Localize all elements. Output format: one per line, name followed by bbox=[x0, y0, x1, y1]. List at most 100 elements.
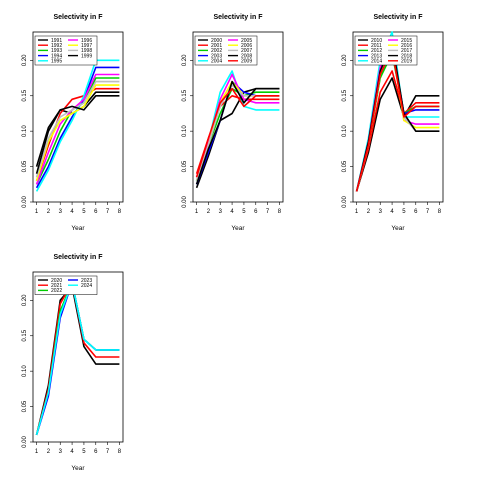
legend-label: 2022 bbox=[51, 288, 62, 294]
y-tick-label: 0.15 bbox=[182, 89, 188, 101]
series-line bbox=[35, 73, 120, 185]
y-tick-label: 0.20 bbox=[182, 54, 188, 66]
legend-label: 1991 bbox=[51, 38, 62, 44]
y-tick-label: 0.10 bbox=[22, 125, 28, 137]
chart-panel: Selectivity in F 1 2 3 4 5 6 7 8 Year 0.00 0.05 0.10… bbox=[22, 14, 124, 232]
y-tick-label: 0.20 bbox=[342, 54, 348, 66]
legend-label: 2010 bbox=[371, 38, 382, 44]
y-tick-label: 0.00 bbox=[22, 436, 28, 448]
series-line bbox=[355, 48, 440, 192]
x-tick-label: 4 bbox=[70, 449, 74, 455]
legend-label: 2018 bbox=[401, 53, 412, 59]
legend-label: 1992 bbox=[51, 43, 62, 49]
x-tick-label: 1 bbox=[355, 209, 359, 215]
series-line bbox=[355, 45, 440, 192]
plot-frame bbox=[32, 271, 124, 443]
legend-label: 2021 bbox=[51, 283, 62, 289]
chart-title: Selectivity in F bbox=[213, 14, 263, 21]
x-tick-label: 7 bbox=[106, 209, 110, 215]
chart-title: Selectivity in F bbox=[53, 254, 103, 261]
y-tick-label: 0.15 bbox=[22, 329, 28, 341]
chart-title: Selectivity in F bbox=[53, 14, 103, 21]
x-axis-label: Year bbox=[391, 225, 405, 232]
y-tick-label: 0.05 bbox=[22, 400, 28, 412]
series-line bbox=[35, 84, 120, 182]
x-tick-label: 6 bbox=[94, 449, 98, 455]
x-tick-label: 1 bbox=[35, 449, 39, 455]
x-tick-label: 3 bbox=[59, 209, 63, 215]
x-tick-label: 6 bbox=[414, 209, 418, 215]
legend-label: 2001 bbox=[211, 43, 222, 49]
legend-label: 2014 bbox=[371, 59, 382, 65]
x-axis-label: Year bbox=[71, 225, 85, 232]
y-tick-label: 0.20 bbox=[22, 294, 28, 306]
series-line bbox=[35, 95, 120, 174]
x-tick-label: 8 bbox=[118, 209, 122, 215]
legend-label: 1993 bbox=[51, 48, 62, 54]
legend-label: 2016 bbox=[401, 43, 412, 49]
x-tick-label: 2 bbox=[207, 209, 211, 215]
legend-label: 2019 bbox=[401, 59, 412, 65]
y-tick-label: 0.10 bbox=[182, 125, 188, 137]
x-tick-label: 6 bbox=[94, 209, 98, 215]
legend-label: 2003 bbox=[211, 53, 222, 59]
series-line bbox=[355, 77, 440, 192]
legend-label: 2007 bbox=[241, 48, 252, 54]
x-tick-label: 4 bbox=[230, 209, 234, 215]
legend-label: 2008 bbox=[241, 53, 252, 59]
x-tick-label: 4 bbox=[390, 209, 394, 215]
legend-label: 1997 bbox=[81, 43, 92, 49]
series-line bbox=[355, 70, 440, 192]
legend-label: 2015 bbox=[401, 38, 412, 44]
y-tick-label: 0.10 bbox=[342, 125, 348, 137]
legend-label: 2005 bbox=[241, 38, 252, 44]
legend-label: 1995 bbox=[51, 59, 62, 65]
legend-label: 2012 bbox=[371, 48, 382, 54]
y-tick-label: 0.20 bbox=[22, 54, 28, 66]
legend-label: 2023 bbox=[81, 278, 92, 284]
y-tick-label: 0.10 bbox=[22, 365, 28, 377]
plot-frame bbox=[192, 31, 284, 203]
legend-label: 2017 bbox=[401, 48, 412, 54]
legend-label: 1996 bbox=[81, 38, 92, 44]
series-line bbox=[35, 281, 120, 436]
chart-panel: Selectivity in F 1 2 3 4 5 6 7 8 Year 0.00 0.05 0.10… bbox=[342, 14, 444, 232]
series-line bbox=[35, 281, 120, 436]
series-line bbox=[35, 80, 120, 178]
x-tick-label: 1 bbox=[35, 209, 39, 215]
x-tick-label: 3 bbox=[379, 209, 383, 215]
chart-panel: Selectivity in F 1 2 3 4 5 6 7 8 Year 0.00 0.05 0.10… bbox=[22, 254, 124, 472]
x-axis-label: Year bbox=[231, 225, 245, 232]
legend-label: 2002 bbox=[211, 48, 222, 54]
plot-frame bbox=[32, 31, 124, 203]
x-axis-label: Year bbox=[71, 465, 85, 472]
legend-label: 2000 bbox=[211, 38, 222, 44]
x-tick-label: 5 bbox=[82, 209, 86, 215]
x-tick-label: 2 bbox=[367, 209, 371, 215]
x-tick-label: 1 bbox=[195, 209, 199, 215]
x-tick-label: 2 bbox=[47, 449, 51, 455]
legend-box bbox=[34, 275, 98, 295]
series-line bbox=[35, 281, 120, 436]
x-tick-label: 5 bbox=[242, 209, 246, 215]
legend-label: 1998 bbox=[81, 48, 92, 54]
series-line bbox=[355, 45, 440, 192]
legend-label: 2006 bbox=[241, 43, 252, 49]
y-tick-label: 0.05 bbox=[22, 160, 28, 172]
series-line bbox=[195, 80, 280, 185]
y-tick-label: 0.05 bbox=[342, 160, 348, 172]
y-tick-label: 0.00 bbox=[22, 196, 28, 208]
x-tick-label: 7 bbox=[106, 449, 110, 455]
y-tick-label: 0.15 bbox=[342, 89, 348, 101]
plot-frame bbox=[352, 31, 444, 203]
legend-label: 2013 bbox=[371, 53, 382, 59]
series-line bbox=[195, 87, 280, 178]
x-tick-label: 7 bbox=[266, 209, 270, 215]
y-tick-label: 0.05 bbox=[182, 160, 188, 172]
x-tick-label: 8 bbox=[118, 449, 122, 455]
x-tick-label: 5 bbox=[82, 449, 86, 455]
y-tick-label: 0.00 bbox=[182, 196, 188, 208]
series-line bbox=[35, 281, 120, 436]
x-tick-label: 3 bbox=[59, 449, 63, 455]
